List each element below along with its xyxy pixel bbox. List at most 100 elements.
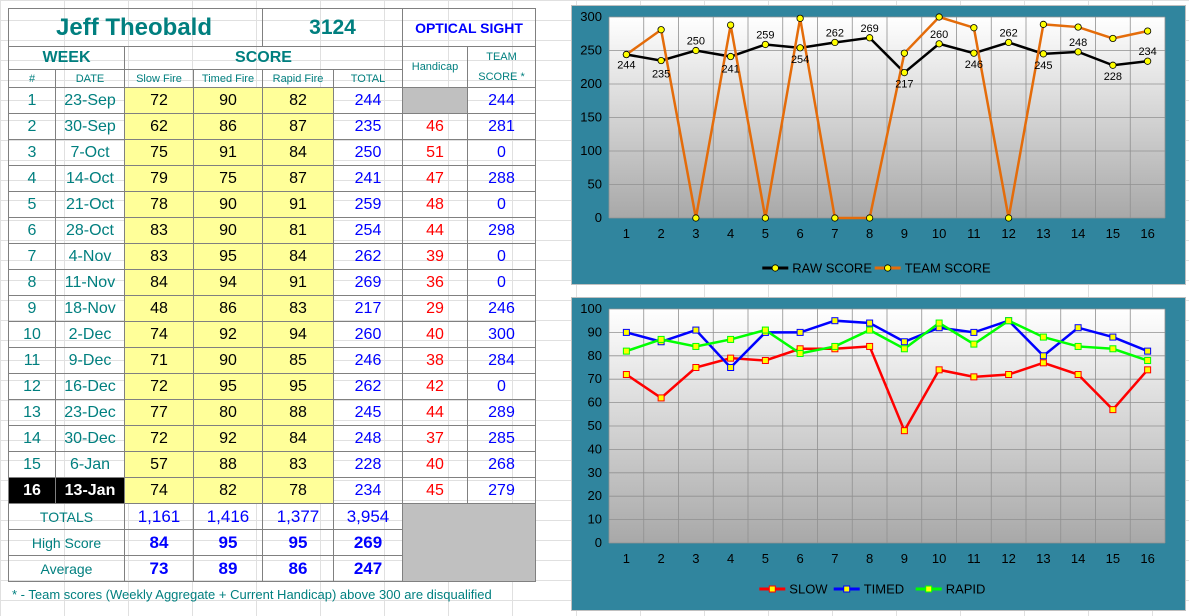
table-row: 1 23-Sep 72 90 82 244 244 xyxy=(8,87,536,114)
data-point xyxy=(622,347,630,355)
data-point xyxy=(796,44,804,52)
handicap-value xyxy=(402,87,468,114)
rapid-fire-score: 84 xyxy=(262,425,334,452)
rapid-fire-score: 84 xyxy=(262,139,334,166)
team-score: 285 xyxy=(467,425,536,452)
timed-fire-score: 82 xyxy=(193,477,263,504)
slow-fire-score: 84 xyxy=(124,269,194,296)
data-point xyxy=(727,364,735,371)
total-score: 246 xyxy=(333,347,403,374)
handicap-value: 46 xyxy=(402,113,468,140)
totals-row-label: TOTALS xyxy=(8,503,125,530)
y-tick-label: 250 xyxy=(580,43,602,58)
total-score: 234 xyxy=(333,477,403,504)
y-tick-label: 10 xyxy=(588,512,602,527)
high-score-row-timed: 95 xyxy=(193,529,263,556)
timed-fire-score: 75 xyxy=(193,165,263,192)
slow-fire-score: 62 xyxy=(124,113,194,140)
high-score-row-rapid: 95 xyxy=(262,529,334,556)
total-score: 250 xyxy=(333,139,403,166)
average-row-timed: 89 xyxy=(193,555,263,582)
table-row: 9 18-Nov 48 86 83 217 29 246 xyxy=(8,295,536,322)
data-point xyxy=(866,319,874,327)
data-point xyxy=(761,40,769,49)
data-label: 269 xyxy=(860,23,878,35)
slow-fire-score: 72 xyxy=(124,87,194,114)
data-point xyxy=(1039,359,1047,367)
x-tick-label: 6 xyxy=(797,226,804,241)
handicap-value: 48 xyxy=(402,191,468,218)
week-date: 28-Oct xyxy=(55,217,125,244)
table-row: 7 4-Nov 83 95 84 262 39 0 xyxy=(8,243,536,270)
slow-fire-score: 72 xyxy=(124,373,194,400)
total-score: 262 xyxy=(333,373,403,400)
x-tick-label: 5 xyxy=(762,226,769,241)
week-number: 11 xyxy=(8,347,56,374)
rapid-fire-score: 84 xyxy=(262,243,334,270)
timed-fire-score: 95 xyxy=(193,373,263,400)
total-score: 235 xyxy=(333,113,403,140)
data-point xyxy=(1074,48,1082,56)
data-point xyxy=(657,394,665,402)
week-number: 16 xyxy=(8,477,56,504)
data-point xyxy=(1039,352,1047,360)
week-number: 7 xyxy=(8,243,56,270)
data-label: 260 xyxy=(930,29,948,41)
data-point xyxy=(1039,333,1047,341)
y-tick-label: 150 xyxy=(580,110,602,125)
data-point xyxy=(692,326,700,334)
x-tick-label: 2 xyxy=(658,551,665,566)
team-score: 0 xyxy=(467,243,536,270)
totals-row-rapid: 1,377 xyxy=(262,503,334,530)
table-row: 15 6-Jan 57 88 83 228 40 268 xyxy=(8,451,536,478)
y-tick-label: 200 xyxy=(580,76,602,91)
data-point xyxy=(796,328,804,336)
total-score: 248 xyxy=(333,425,403,452)
week-date: 4-Nov xyxy=(55,243,125,270)
table-row: 12 16-Dec 72 95 95 262 42 0 xyxy=(8,373,536,400)
data-point xyxy=(692,214,700,222)
data-point xyxy=(727,335,735,343)
data-point xyxy=(900,49,908,57)
week-date: 18-Nov xyxy=(55,295,125,322)
handicap-value: 45 xyxy=(402,477,468,504)
data-point xyxy=(900,338,908,346)
legend-marker xyxy=(925,585,933,593)
week-number: 14 xyxy=(8,425,56,452)
handicap-value: 44 xyxy=(402,399,468,426)
legend-entry: SLOW xyxy=(789,582,828,597)
legend-entry: TIMED xyxy=(864,582,904,597)
legend-marker xyxy=(771,264,779,272)
shooter-id: 3124 xyxy=(262,8,403,47)
x-tick-label: 2 xyxy=(658,226,665,241)
data-point xyxy=(1005,38,1013,47)
week-date: 7-Oct xyxy=(55,139,125,166)
week-number: 12 xyxy=(8,373,56,400)
data-point xyxy=(1144,27,1152,35)
week-date: 2-Dec xyxy=(55,321,125,348)
x-tick-label: 4 xyxy=(727,551,734,566)
data-point xyxy=(1144,366,1152,374)
legend-entry: RAPID xyxy=(946,582,986,597)
total-heading: TOTAL xyxy=(333,69,403,88)
data-label: 241 xyxy=(721,64,739,76)
data-point xyxy=(692,364,700,371)
table-row: 14 30-Dec 72 92 84 248 37 285 xyxy=(8,425,536,452)
team-score: 298 xyxy=(467,217,536,244)
week-number: 13 xyxy=(8,399,56,426)
x-tick-label: 8 xyxy=(866,551,873,566)
total-score: 244 xyxy=(333,87,403,114)
week-date: 23-Dec xyxy=(55,399,125,426)
x-tick-label: 10 xyxy=(932,226,946,241)
week-number: 1 xyxy=(8,87,56,114)
data-point xyxy=(1005,214,1013,222)
data-point xyxy=(1109,34,1117,43)
data-point xyxy=(622,371,630,379)
team-score: 289 xyxy=(467,399,536,426)
week-date: 11-Nov xyxy=(55,269,125,296)
slow-fire-score: 72 xyxy=(124,425,194,452)
data-label: 246 xyxy=(965,59,983,71)
high-score-row-slow: 84 xyxy=(124,529,194,556)
